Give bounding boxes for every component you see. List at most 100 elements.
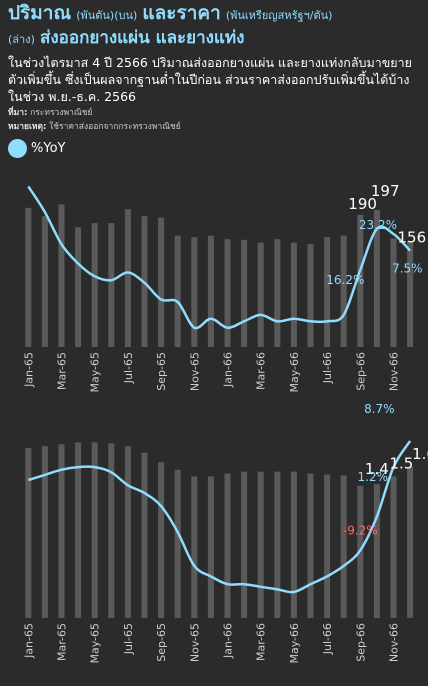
price-x-tick-label: Nov-66 <box>388 623 401 662</box>
volume-x-tick-label: May-65 <box>89 352 102 393</box>
price-bar-Aug-65 <box>141 452 148 618</box>
source-text: กระทรวงพาณิชย์ <box>30 108 93 118</box>
price-x-tick-label: Sep-66 <box>354 623 367 662</box>
volume-x-tick-label: Jul-65 <box>122 352 135 384</box>
price-bar-Jan-66 <box>224 473 231 618</box>
volume-bar-May-66 <box>290 242 297 347</box>
volume-x-tick-label: Jan-65 <box>22 352 35 388</box>
price-yoy-label: 8.7% <box>364 402 395 416</box>
note-label: หมายเหตุ: <box>8 122 47 132</box>
price-bar-Nov-65 <box>191 476 198 618</box>
price-x-tick-label: May-65 <box>89 623 102 664</box>
volume-x-tick-label: Mar-66 <box>255 352 268 390</box>
volume-bar-Oct-66 <box>373 209 380 347</box>
volume-yoy-line <box>27 185 412 330</box>
volume-bar-Oct-65 <box>174 235 181 347</box>
price-bar-Nov-66 <box>390 476 397 618</box>
volume-bar-May-65 <box>91 223 98 347</box>
chart-title-line-1: ปริมาณ (พันตัน)(บน) และราคา (พันเหรียญสห… <box>8 2 424 27</box>
volume-x-tick-label: Mar-65 <box>56 352 69 390</box>
volume-bar-Aug-66 <box>340 235 347 347</box>
price-bar-Feb-66 <box>241 471 248 618</box>
volume-bar-Jun-66 <box>307 244 314 347</box>
price-bar-Apr-65 <box>75 442 82 618</box>
price-x-tick-label: Jan-66 <box>222 623 235 659</box>
volume-bar-Mar-65 <box>58 204 65 347</box>
volume-value-label: 197 <box>371 182 400 200</box>
volume-x-tick-label: Sep-66 <box>354 352 367 391</box>
price-bar-Jan-65 <box>25 448 32 618</box>
volume-value-label: 156 <box>398 228 427 246</box>
price-bar-Jul-66 <box>324 474 331 618</box>
title-lower-unit: (ล่าง) <box>8 33 35 46</box>
price-value-label: 1.4 <box>365 460 389 478</box>
volume-yoy-label: 23.2% <box>359 218 397 232</box>
volume-bar-Dec-66 <box>407 241 414 347</box>
title-volume-unit: (พันตัน)(บน) <box>76 9 138 22</box>
price-bar-May-65 <box>91 442 98 618</box>
price-bar-Apr-66 <box>274 471 281 618</box>
volume-bar-Sep-65 <box>158 217 165 347</box>
source-line: ที่มา: กระทรวงพาณิชย์ <box>8 108 424 119</box>
legend-yoy-swatch <box>8 139 27 158</box>
volume-bar-Apr-66 <box>274 239 281 347</box>
volume-yoy-label: 16.2% <box>326 273 364 287</box>
legend: %YoY <box>8 139 424 158</box>
price-value-label: 1.6 <box>412 445 428 463</box>
volume-bar-Apr-65 <box>75 227 82 347</box>
price-bar-Aug-66 <box>340 475 347 618</box>
price-x-tick-label: Mar-65 <box>56 623 69 661</box>
volume-bar-Dec-65 <box>207 235 214 347</box>
title-subject: ส่งออกยางแผ่น และยางแท่ง <box>39 28 245 48</box>
price-yoy-label: -9.2% <box>343 524 378 538</box>
chart-title-line-2: (ล่าง) ส่งออกยางแผ่น และยางแท่ง <box>8 27 424 51</box>
header: ปริมาณ (พันตัน)(บน) และราคา (พันเหรียญสห… <box>8 2 424 158</box>
volume-bar-Jan-66 <box>224 239 231 347</box>
price-x-tick-label: Jul-65 <box>122 623 135 655</box>
volume-x-tick-label: May-66 <box>288 352 301 393</box>
price-x-tick-label: Jan-65 <box>22 623 35 659</box>
volume-bar-Sep-66 <box>357 214 364 347</box>
price-bar-Dec-66 <box>407 466 414 618</box>
price-bar-Sep-65 <box>158 462 165 618</box>
title-volume: ปริมาณ <box>8 2 72 24</box>
volume-x-tick-label: Nov-65 <box>188 352 201 391</box>
price-bar-Oct-65 <box>174 469 181 618</box>
price-x-tick-label: May-66 <box>288 623 301 664</box>
volume-bar-Jul-65 <box>124 209 131 347</box>
price-bar-Oct-66 <box>373 483 380 618</box>
price-x-tick-label: Jul-66 <box>321 623 334 655</box>
volume-bar-Nov-66 <box>390 238 397 347</box>
price-bar-Jun-66 <box>307 473 314 618</box>
legend-yoy-label: %YoY <box>31 141 66 156</box>
volume-bar-Jul-66 <box>324 237 331 347</box>
volume-x-tick-label: Sep-65 <box>155 352 168 391</box>
volume-x-tick-label: Jul-66 <box>321 352 334 384</box>
price-bar-Feb-65 <box>41 446 48 618</box>
note-line: หมายเหตุ: ใช้ราคาส่งออกจากกระทรวงพาณิชย์ <box>8 122 424 133</box>
volume-bar-Jan-65 <box>25 207 32 347</box>
volume-bar-Nov-65 <box>191 237 198 347</box>
title-price: และราคา <box>142 2 221 24</box>
volume-x-tick-label: Jan-66 <box>222 352 235 388</box>
note-text: ใช้ราคาส่งออกจากกระทรวงพาณิชย์ <box>49 122 181 132</box>
price-bar-Mar-66 <box>257 471 264 618</box>
volume-value-label: 190 <box>348 195 377 213</box>
volume-x-tick-label: Nov-66 <box>388 352 401 391</box>
price-bar-Dec-65 <box>207 476 214 618</box>
price-yoy-line <box>27 440 412 594</box>
price-value-label: 1.5 <box>390 454 414 472</box>
price-x-tick-label: Mar-66 <box>255 623 268 661</box>
price-x-tick-label: Nov-65 <box>188 623 201 662</box>
price-bar-Jun-65 <box>108 443 115 618</box>
volume-bar-Feb-66 <box>241 239 248 347</box>
volume-bar-Feb-65 <box>41 216 48 347</box>
source-label: ที่มา: <box>8 108 28 118</box>
price-x-tick-label: Sep-65 <box>155 623 168 662</box>
volume-bar-Jun-65 <box>108 223 115 347</box>
description: ในช่วงไตรมาส 4 ปี 2566 ปริมาณส่งออกยางแผ… <box>8 55 412 104</box>
volume-yoy-label: 7.5% <box>392 262 423 276</box>
title-price-unit: (พันเหรียญสหรัฐฯ/ตัน) <box>225 9 333 22</box>
price-bar-Mar-65 <box>58 444 65 618</box>
